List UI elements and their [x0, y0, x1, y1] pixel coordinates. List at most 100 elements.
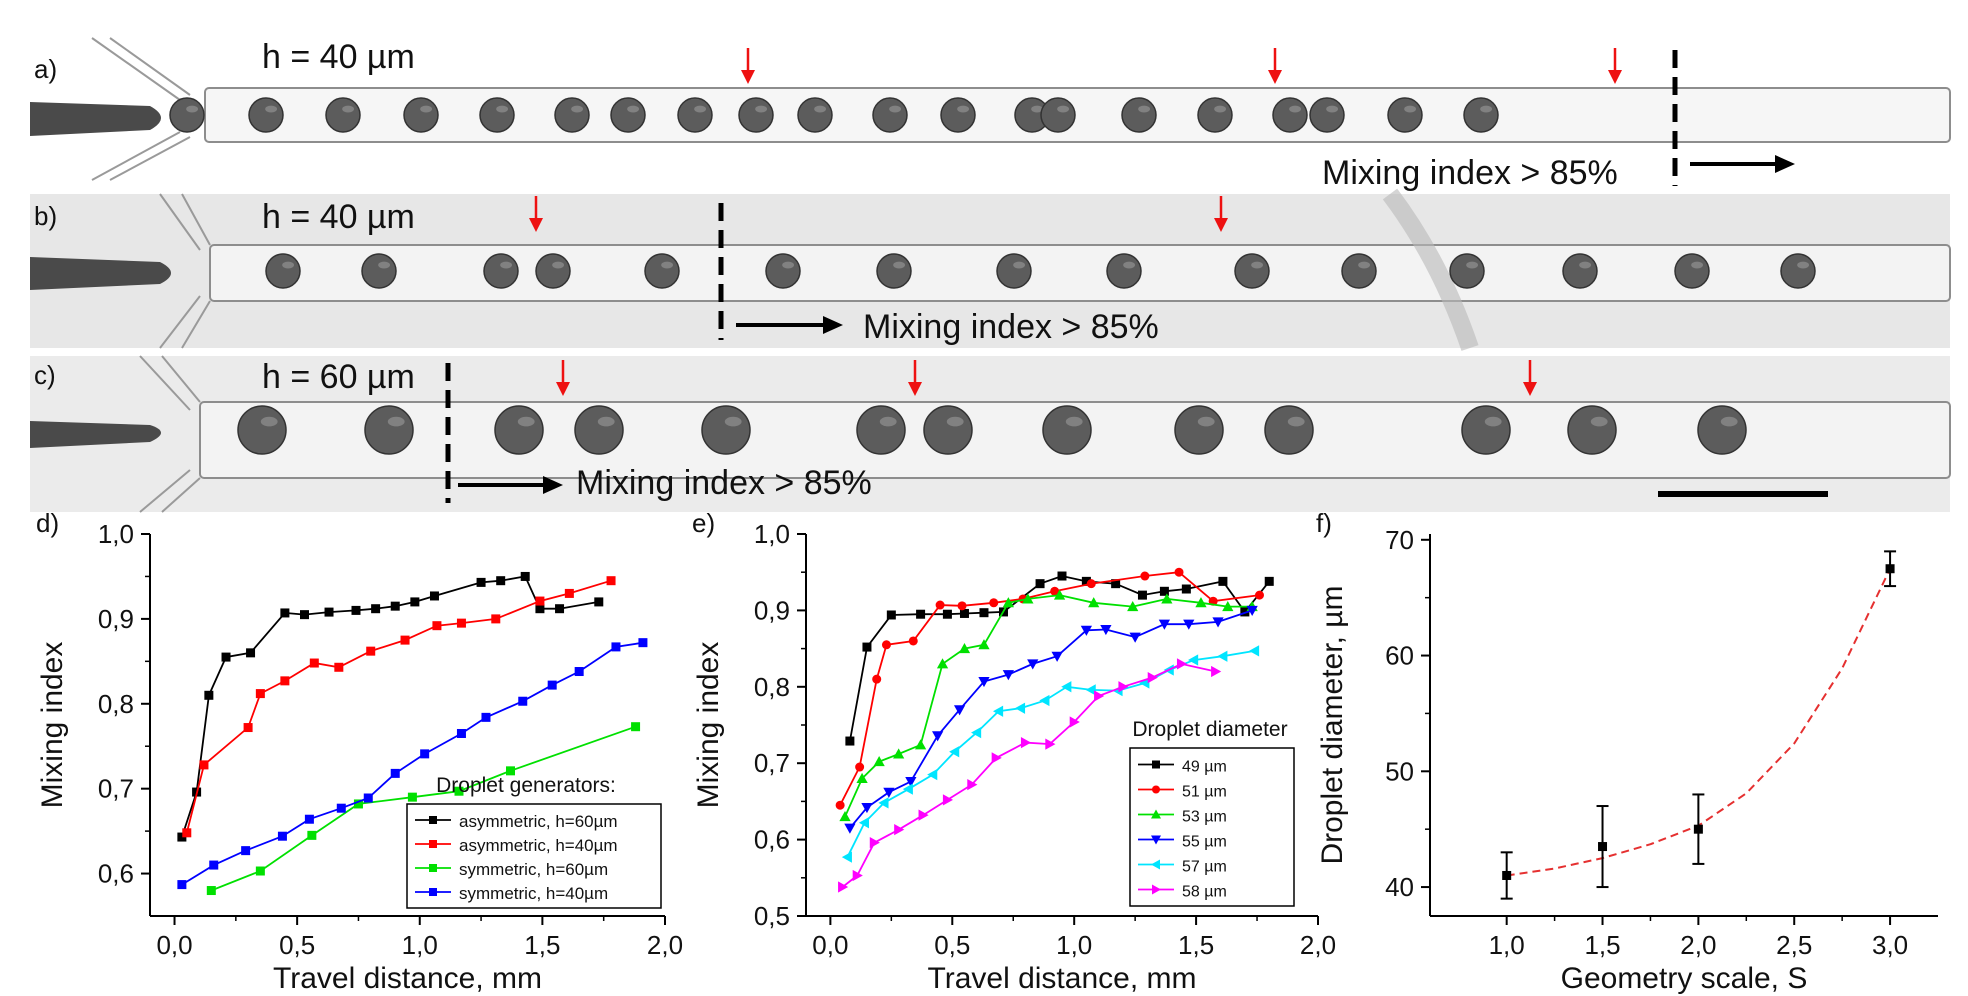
- micrograph-panel-a: a) h = 40 µm Mixing index > 85%: [30, 37, 1951, 192]
- droplet-highlight: [814, 105, 827, 113]
- legend-box: [406, 803, 662, 909]
- data-point: [420, 749, 430, 759]
- droplet: [494, 405, 544, 455]
- x-tick-label: 2,5: [1776, 930, 1812, 960]
- data-point: [957, 601, 967, 611]
- droplet: [1341, 253, 1377, 289]
- data-point: [1086, 579, 1096, 589]
- data-point: [204, 690, 214, 700]
- data-point: [1152, 785, 1160, 794]
- data-point: [869, 837, 880, 849]
- x-tick-label: 0,5: [279, 930, 315, 960]
- data-point: [1211, 665, 1222, 678]
- x-tick-label: 1,0: [1489, 930, 1525, 960]
- droplet-highlight: [1287, 416, 1305, 427]
- data-point: [1218, 576, 1228, 586]
- data-point: [1254, 590, 1264, 600]
- data-point: [481, 712, 491, 722]
- droplet-highlight: [1480, 105, 1493, 113]
- data-point: [894, 824, 905, 836]
- data-point: [959, 608, 969, 618]
- droplet-highlight: [724, 416, 742, 427]
- droplet-highlight: [1579, 261, 1592, 269]
- data-point: [881, 640, 891, 650]
- data-point: [1161, 593, 1173, 604]
- data-point: [1147, 672, 1158, 684]
- data-point: [932, 731, 944, 742]
- droplet-highlight: [1123, 261, 1136, 269]
- droplet: [1040, 97, 1076, 133]
- droplet-highlight: [957, 105, 970, 113]
- data-point: [1195, 597, 1207, 608]
- data-point: [1050, 586, 1060, 596]
- legend: Droplet generators: asymmetric, h=60µm asy…: [406, 774, 662, 909]
- droplet: [872, 97, 908, 133]
- droplet-highlight: [500, 261, 513, 269]
- x-tick-label: 1,5: [1178, 930, 1214, 960]
- droplet: [940, 97, 976, 133]
- legend-entry: asymmetric, h=40µm: [459, 836, 618, 855]
- data-point: [491, 614, 501, 624]
- data-point: [1002, 597, 1014, 608]
- data-point: [844, 823, 856, 834]
- data-point: [1088, 597, 1100, 608]
- microchannel: [204, 87, 1951, 143]
- droplet: [996, 253, 1032, 289]
- arrowhead-icon: [823, 316, 843, 334]
- data-point: [456, 728, 466, 738]
- data-point: [371, 604, 381, 614]
- data-point: [1152, 760, 1160, 769]
- droplet: [1461, 405, 1511, 455]
- legend-title: Droplet generators:: [436, 774, 616, 797]
- droplet-highlight: [378, 261, 391, 269]
- data-point: [456, 618, 466, 628]
- droplet-highlight: [387, 416, 405, 427]
- data-point: [1151, 835, 1161, 845]
- x-tick-label: 1,0: [1056, 930, 1092, 960]
- data-point: [856, 772, 868, 783]
- legend-entry: 58 µm: [1182, 884, 1227, 901]
- data-point: [177, 880, 187, 890]
- y-axis-label: Mixing index: [36, 642, 69, 809]
- channel-shadow: [1382, 188, 1479, 351]
- data-point: [1027, 659, 1039, 670]
- x-tick-label: 1,5: [1584, 930, 1620, 960]
- droplet: [1387, 97, 1423, 133]
- droplet-highlight: [552, 261, 565, 269]
- panel-letter: f): [1316, 508, 1332, 538]
- x-axis-label: Travel distance, mm: [273, 962, 542, 995]
- droplet: [364, 405, 414, 455]
- data-point: [967, 778, 978, 791]
- droplet: [923, 405, 973, 455]
- data-point: [309, 658, 319, 668]
- droplet-highlight: [755, 105, 768, 113]
- data-point: [476, 577, 486, 587]
- droplet-highlight: [420, 105, 433, 113]
- inlet-nozzle: [30, 102, 161, 136]
- data-point: [520, 571, 530, 581]
- y-tick-label: 0,5: [754, 901, 790, 931]
- series: [844, 605, 1258, 834]
- data-point: [1885, 564, 1895, 574]
- data-point: [949, 746, 960, 758]
- data-point: [862, 642, 872, 652]
- data-point: [324, 607, 334, 617]
- droplet-highlight: [1326, 105, 1339, 113]
- data-point: [1176, 658, 1188, 670]
- y-axis-label: Droplet diameter, µm: [1316, 585, 1349, 864]
- data-point: [1174, 567, 1184, 577]
- data-point: [1039, 694, 1050, 707]
- droplet-highlight: [1289, 105, 1302, 113]
- red-arrowhead-icon: [1523, 382, 1537, 396]
- data-point: [547, 680, 557, 690]
- droplet-highlight: [1197, 416, 1215, 427]
- legend-entry: 55 µm: [1182, 834, 1227, 851]
- y-tick-label: 70: [1385, 525, 1414, 555]
- y-tick-label: 0,8: [754, 672, 790, 702]
- inlet-nozzle: [30, 421, 161, 448]
- x-tick-label: 0,0: [156, 930, 192, 960]
- droplet-highlight: [597, 416, 615, 427]
- series: [182, 576, 616, 838]
- droplet: [535, 253, 571, 289]
- y-tick-label: 0,9: [98, 604, 134, 634]
